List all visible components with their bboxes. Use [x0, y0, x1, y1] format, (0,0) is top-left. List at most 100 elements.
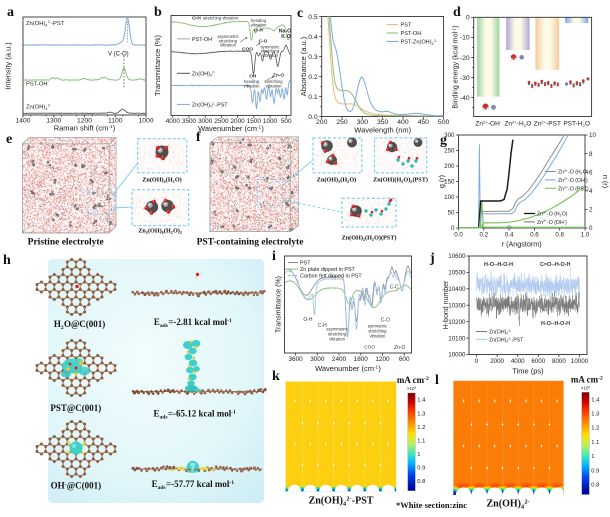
svg-text:Zn2+ -PST: Zn2+ -PST	[534, 119, 561, 127]
svg-text:1: 1	[591, 454, 594, 460]
svg-text:mA cm-2: mA cm-2	[571, 374, 603, 384]
svg-text:stretching: stretching	[219, 38, 238, 43]
svg-text:1.2: 1.2	[591, 426, 599, 432]
svg-text:150: 150	[444, 179, 455, 186]
svg-text:vibration: vibration	[266, 83, 282, 88]
svg-text:g (r): g (r)	[437, 175, 446, 188]
svg-text:PST-OH-: PST-OH-	[26, 81, 50, 88]
svg-text:4000: 4000	[511, 358, 525, 365]
svg-text:×103: ×103	[581, 385, 591, 390]
svg-text:1200: 1200	[375, 356, 390, 363]
svg-text:Zn(OH)4 2-: Zn(OH)4 2-	[192, 71, 215, 78]
svg-text:Zn(OH)4 2-: Zn(OH)4 2-	[26, 104, 52, 111]
svg-text:PST-OH-: PST-OH-	[192, 36, 213, 43]
svg-text:Zn2+ -O (H2 O): Zn2+ -O (H2 O)	[537, 211, 568, 218]
svg-text:0.8: 0.8	[591, 482, 599, 488]
svg-text:mA cm-2: mA cm-2	[397, 375, 429, 385]
svg-text:10000: 10000	[571, 358, 589, 365]
svg-text:Absorbance (a.u.): Absorbance (a.u.)	[299, 36, 308, 96]
svg-text:-20: -20	[460, 55, 470, 62]
svg-text:PST: PST	[401, 23, 412, 29]
svg-text:C=O--H-O-H: C=O--H-O-H	[540, 262, 571, 268]
svg-text:PST-Zn(OH)4 2-: PST-Zn(OH)4 2-	[401, 39, 438, 46]
svg-text:vibration: vibration	[329, 337, 345, 342]
svg-text:Wavelength (nm): Wavelength (nm)	[354, 126, 411, 135]
svg-text:Pristine electrolyte: Pristine electrolyte	[28, 238, 104, 248]
svg-text:10300: 10300	[448, 302, 466, 309]
svg-text:vibration: vibration	[220, 43, 236, 48]
svg-text:500: 500	[281, 118, 292, 125]
svg-text:0.9: 0.9	[591, 468, 599, 474]
svg-text:6: 6	[589, 169, 593, 176]
svg-text:0.5: 0.5	[308, 14, 318, 21]
svg-text:V (C-O): V (C-O)	[108, 52, 129, 58]
svg-text:Zn(OH)3 (H2 O): Zn(OH)3 (H2 O)	[317, 177, 356, 184]
svg-text:10100: 10100	[448, 335, 466, 342]
svg-text:2: 2	[589, 207, 593, 214]
svg-text:Zn2+ -OH-: Zn2+ -OH-	[475, 119, 501, 127]
svg-text:stretching vibration: stretching vibration	[203, 16, 239, 21]
svg-text:-40: -40	[460, 95, 470, 102]
svg-text:-30: -30	[460, 75, 470, 82]
svg-text:1: 1	[417, 452, 420, 458]
svg-text:0: 0	[451, 225, 455, 232]
svg-text:Wavenumber (cm-1 ): Wavenumber (cm-1 )	[315, 364, 381, 373]
svg-text:stretching: stretching	[368, 329, 387, 334]
svg-text:vibration: vibration	[244, 83, 260, 88]
svg-text:8000: 8000	[552, 358, 566, 365]
svg-text:×103: ×103	[407, 386, 417, 391]
svg-text:0.1: 0.1	[308, 94, 318, 101]
svg-text:450: 450	[418, 119, 430, 126]
svg-text:-10: -10	[460, 35, 470, 42]
svg-text:0.2: 0.2	[479, 232, 488, 239]
svg-text:PST-containing electrolyte: PST-containing electrolyte	[197, 238, 304, 248]
svg-text:vibration: vibration	[251, 22, 267, 27]
svg-text:OH: OH	[249, 74, 257, 80]
svg-text:8: 8	[589, 151, 593, 158]
svg-text:PST@C(001): PST@C(001)	[50, 403, 101, 413]
svg-text:250: 250	[444, 148, 455, 155]
svg-text:4000: 4000	[166, 118, 181, 125]
svg-text:1000: 1000	[138, 118, 153, 125]
svg-text:1.1: 1.1	[591, 440, 599, 446]
svg-text:1.4: 1.4	[591, 397, 600, 403]
svg-text:1200: 1200	[77, 118, 92, 125]
svg-text:0.0: 0.0	[308, 114, 318, 121]
svg-text:r (Angstorm): r (Angstorm)	[502, 240, 542, 249]
svg-text:0.2: 0.2	[308, 74, 318, 81]
svg-text:PST-OH: PST-OH	[401, 31, 422, 37]
svg-text:Time (ps): Time (ps)	[512, 367, 544, 376]
svg-text:Eads =-57.77 kcal mol-1: Eads =-57.77 kcal mol-1	[152, 479, 235, 491]
svg-text:stretching: stretching	[261, 49, 280, 54]
svg-text:0.8: 0.8	[417, 479, 425, 485]
svg-text:0: 0	[589, 225, 593, 232]
svg-text:10000: 10000	[448, 352, 466, 359]
svg-text:200: 200	[444, 163, 455, 170]
svg-text:2400: 2400	[332, 356, 347, 363]
svg-text:asymmetric: asymmetric	[326, 327, 347, 332]
svg-text:n (r): n (r)	[601, 175, 610, 188]
svg-text:H-O--H-O-H: H-O--H-O-H	[541, 321, 570, 327]
svg-text:O-H: O-H	[192, 16, 201, 22]
svg-text:C-O: C-O	[381, 318, 390, 324]
svg-text:3600: 3600	[288, 356, 303, 363]
svg-text:bending: bending	[251, 18, 267, 23]
svg-text:C-C: C-C	[390, 285, 399, 291]
svg-text:H-O--H-O-H: H-O--H-O-H	[484, 262, 513, 268]
svg-text:PST-H2 O: PST-H2 O	[563, 121, 590, 128]
svg-text:50: 50	[448, 210, 455, 217]
svg-text:Zn(OH)2 (H2 O)(PST): Zn(OH)2 (H2 O)(PST)	[342, 235, 397, 242]
svg-text:Wavenumber (cm-1 ): Wavenumber (cm-1 )	[198, 124, 264, 133]
svg-text:10500: 10500	[448, 270, 466, 277]
svg-text:COO: COO	[242, 47, 253, 53]
svg-text:O-H: O-H	[254, 28, 263, 34]
svg-text:Zn(OH)(H2 O)2 (PST): Zn(OH)(H2 O)2 (PST)	[373, 177, 428, 184]
svg-text:Binding energy (kcal mol-1 ): Binding energy (kcal mol-1 )	[451, 25, 459, 108]
svg-text:Zn(OH)4 2- -PST: Zn(OH)4 2- -PST	[489, 337, 524, 344]
svg-text:Zn2 (OH)6 (H2 O)2: Zn2 (OH)6 (H2 O)2	[138, 228, 182, 235]
svg-text:2000: 2000	[490, 358, 504, 365]
svg-text:1300: 1300	[46, 118, 61, 125]
svg-text:600: 600	[399, 356, 410, 363]
svg-text:Zn2+ -O (PST): Zn2+ -O (PST)	[558, 186, 589, 193]
svg-text:bending: bending	[244, 79, 260, 84]
